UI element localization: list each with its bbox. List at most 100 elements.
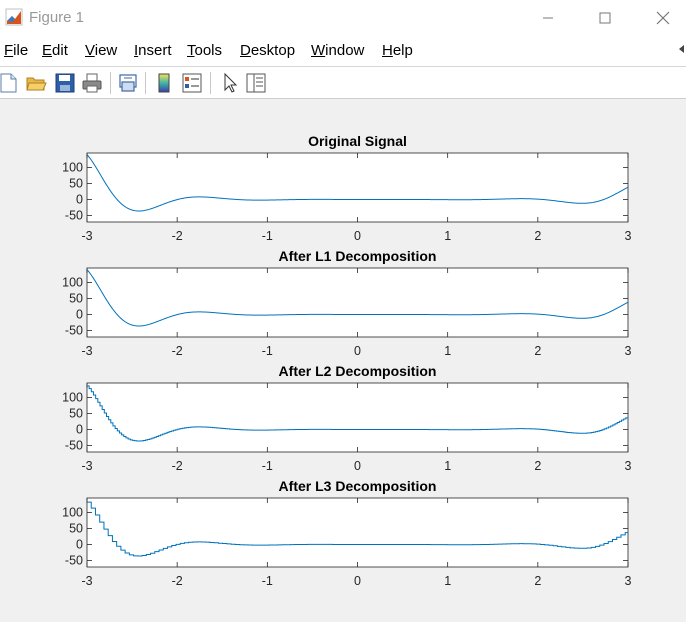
subplot-3[interactable]: After L2 Decomposition -3 -2 -1 0 1 2 3 -50 0 50 10… bbox=[62, 363, 631, 473]
y-tick-label: 100 bbox=[62, 505, 83, 519]
x-tick-label: -3 bbox=[81, 344, 92, 358]
x-tick-label: 2 bbox=[534, 344, 541, 358]
x-tick-label: 3 bbox=[625, 229, 632, 243]
menu-tools[interactable]: Tools bbox=[187, 42, 223, 59]
edit-plot-icon bbox=[224, 72, 238, 93]
x-tick-label: 3 bbox=[625, 574, 632, 588]
y-tick-label: -50 bbox=[65, 209, 83, 223]
y-tick-label: 100 bbox=[62, 390, 83, 404]
print-button[interactable] bbox=[80, 71, 104, 95]
signal-line bbox=[87, 501, 628, 557]
toolbar-separator bbox=[145, 72, 146, 94]
subplot-2[interactable]: After L1 Decomposition -3 -2 -1 0 1 2 3 -50 0 50 10… bbox=[62, 248, 631, 358]
subplot-1[interactable]: Original Signal -3 -2 -1 0 1 2 3 -50 0 50 100 bbox=[62, 133, 631, 243]
axes-box bbox=[86, 382, 629, 453]
x-tick-label: 3 bbox=[625, 344, 632, 358]
x-tick-label: 0 bbox=[354, 229, 361, 243]
y-tick-label: 0 bbox=[76, 193, 83, 207]
matlab-logo-icon bbox=[5, 8, 23, 26]
minimize-icon bbox=[543, 17, 553, 19]
toolbar-separator bbox=[110, 72, 111, 94]
x-tick-label: 3 bbox=[625, 459, 632, 473]
toolbar bbox=[0, 67, 686, 99]
close-button[interactable] bbox=[640, 0, 686, 36]
menu-window[interactable]: Window bbox=[311, 42, 365, 59]
save-button[interactable] bbox=[53, 71, 77, 95]
x-tick-label: -2 bbox=[172, 459, 183, 473]
y-tick-label: 0 bbox=[76, 423, 83, 437]
y-tick-label: 50 bbox=[69, 406, 83, 420]
menu-overflow-arrow-icon[interactable] bbox=[678, 44, 686, 54]
axes-title: After L2 Decomposition bbox=[279, 363, 437, 379]
menu-desktop[interactable]: Desktop bbox=[240, 42, 296, 59]
axes-box bbox=[86, 267, 629, 338]
subplot-4[interactable]: After L3 Decomposition -3 -2 -1 0 1 2 3 -50 0 50 10… bbox=[62, 478, 631, 588]
y-tick-label: 100 bbox=[62, 275, 83, 289]
y-tick-label: -50 bbox=[65, 554, 83, 568]
menu-edit[interactable]: Edit bbox=[42, 42, 68, 59]
x-tick-label: -3 bbox=[81, 459, 92, 473]
signal-line bbox=[87, 269, 628, 327]
new-figure-icon bbox=[0, 73, 17, 93]
insert-legend-button[interactable] bbox=[180, 71, 204, 95]
x-tick-label: 2 bbox=[534, 459, 541, 473]
print-icon bbox=[82, 73, 102, 93]
open-file-icon bbox=[26, 77, 47, 91]
x-tick-label: -2 bbox=[172, 574, 183, 588]
new-figure-button[interactable] bbox=[0, 71, 20, 95]
axes-title: After L3 Decomposition bbox=[279, 478, 437, 494]
link-plot-icon bbox=[119, 74, 137, 92]
insert-legend-icon bbox=[182, 73, 202, 93]
x-tick-label: -3 bbox=[81, 574, 92, 588]
property-inspector-icon bbox=[246, 73, 266, 93]
axes-box bbox=[86, 152, 629, 223]
x-tick-label: -2 bbox=[172, 229, 183, 243]
property-inspector-button[interactable] bbox=[244, 71, 268, 95]
maximize-button[interactable] bbox=[582, 0, 628, 36]
title-bar: Figure 1 bbox=[0, 0, 686, 36]
menu-view[interactable]: View bbox=[85, 42, 118, 59]
insert-colorbar-button[interactable] bbox=[152, 71, 176, 95]
axes-box bbox=[86, 497, 629, 568]
signal-line bbox=[87, 385, 628, 442]
x-tick-label: -2 bbox=[172, 344, 183, 358]
axes-title: After L1 Decomposition bbox=[279, 248, 437, 264]
x-tick-label: -1 bbox=[262, 574, 273, 588]
y-tick-label: -50 bbox=[65, 439, 83, 453]
menu-insert[interactable]: Insert bbox=[134, 42, 172, 59]
y-tick-label: 0 bbox=[76, 308, 83, 322]
insert-colorbar-icon bbox=[158, 73, 170, 93]
x-tick-label: -1 bbox=[262, 229, 273, 243]
minimize-button[interactable] bbox=[525, 0, 571, 36]
toolbar-separator bbox=[210, 72, 211, 94]
y-tick-label: 50 bbox=[69, 176, 83, 190]
x-tick-label: 1 bbox=[444, 459, 451, 473]
x-tick-label: -3 bbox=[81, 229, 92, 243]
figure-canvas[interactable]: Original Signal-3 -2 -1 0 1 2 3-50050100After … bbox=[0, 99, 686, 622]
x-tick-label: 1 bbox=[444, 229, 451, 243]
y-tick-label: 50 bbox=[69, 291, 83, 305]
x-tick-label: 0 bbox=[354, 574, 361, 588]
x-tick-label: 1 bbox=[444, 344, 451, 358]
close-icon bbox=[656, 11, 670, 25]
edit-plot-button[interactable] bbox=[218, 71, 242, 95]
x-tick-label: 0 bbox=[354, 344, 361, 358]
axes-title: Original Signal bbox=[308, 133, 407, 149]
x-tick-label: -1 bbox=[262, 344, 273, 358]
x-tick-label: -1 bbox=[262, 459, 273, 473]
menu-help[interactable]: Help bbox=[382, 42, 413, 59]
menu-file[interactable]: File bbox=[4, 42, 29, 59]
signal-line bbox=[87, 154, 628, 212]
y-tick-label: 50 bbox=[69, 521, 83, 535]
menu-bar: File Edit View Insert Tools Desktop Wind… bbox=[0, 36, 686, 67]
x-tick-label: 1 bbox=[444, 574, 451, 588]
x-tick-label: 2 bbox=[534, 229, 541, 243]
link-plot-button[interactable] bbox=[116, 71, 140, 95]
x-tick-label: 0 bbox=[354, 459, 361, 473]
save-icon bbox=[55, 73, 75, 93]
open-file-button[interactable] bbox=[24, 71, 48, 95]
y-tick-label: -50 bbox=[65, 324, 83, 338]
window-title: Figure 1 bbox=[29, 9, 85, 26]
maximize-icon bbox=[599, 12, 611, 24]
